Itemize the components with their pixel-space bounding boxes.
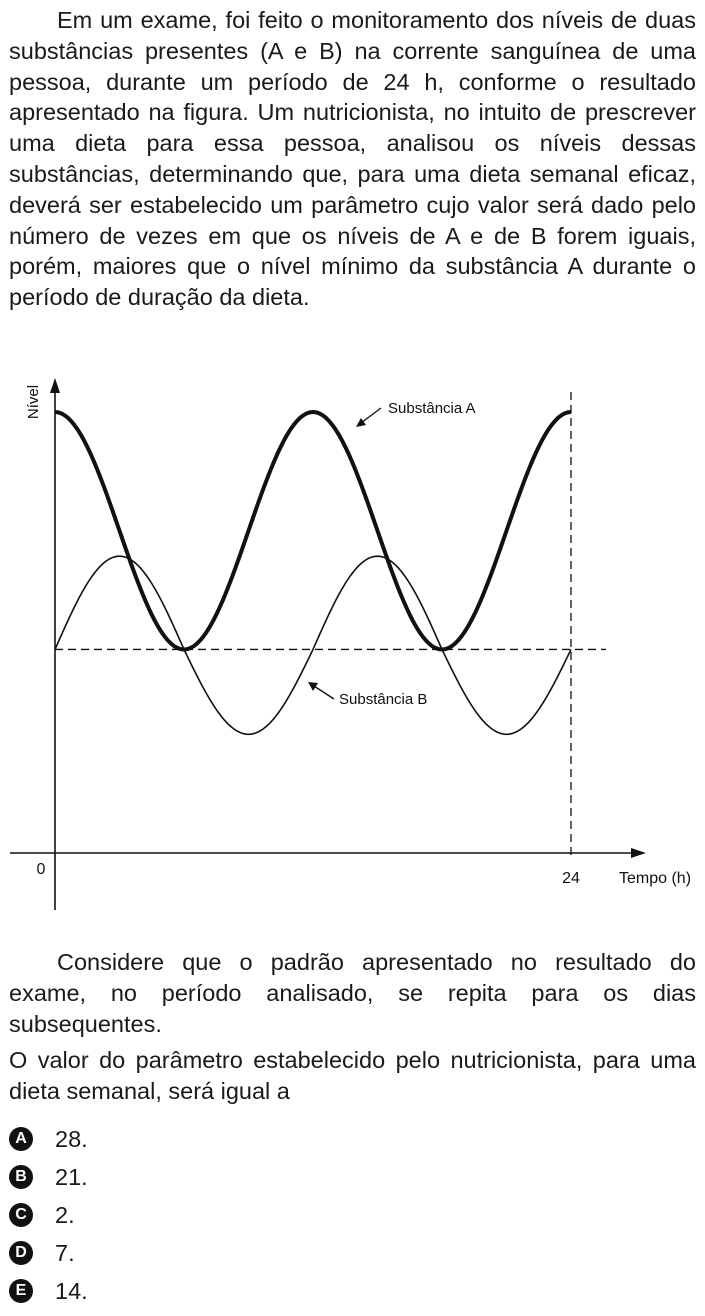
substance-b-pointer: [313, 685, 335, 700]
question-consider: Considere que o padrão apresentado no re…: [9, 949, 696, 1037]
substance-a-label: Substância A: [388, 400, 476, 417]
substance-a-pointer-head: [356, 418, 366, 427]
option-a-text: 28.: [55, 1125, 88, 1152]
y-axis-arrow: [50, 378, 60, 393]
option-e-text: 14.: [55, 1277, 88, 1304]
x-tick-label: 24: [562, 870, 580, 887]
option-a[interactable]: A 28.: [9, 1120, 88, 1158]
substance-b-line: [54, 555, 572, 736]
option-b-text: 21.: [55, 1163, 88, 1190]
option-c-text: 2.: [55, 1201, 75, 1228]
option-e[interactable]: E 14.: [9, 1272, 88, 1310]
option-d-badge: D: [9, 1241, 33, 1265]
x-axis-label: Tempo (h): [619, 870, 691, 887]
option-e-badge: E: [9, 1279, 33, 1303]
question-prompt: O valor do parâmetro estabelecido pelo n…: [9, 1047, 696, 1104]
substance-a-pointer: [360, 407, 382, 424]
x-axis-arrow: [631, 848, 646, 858]
substance-b-label: Substância B: [339, 691, 427, 708]
substance-a-line: [54, 409, 572, 652]
levels-chart: Nível Tempo (h) 0 24 Substância A Substância …: [10, 378, 691, 910]
answer-options: A 28. B 21. C 2. D 7. E 14.: [9, 1120, 88, 1310]
option-d-text: 7.: [55, 1239, 75, 1266]
option-d[interactable]: D 7.: [9, 1234, 88, 1272]
y-axis-label: Nível: [25, 385, 42, 419]
question-intro: Em um exame, foi feito o monitoramento d…: [9, 7, 696, 311]
substance-b-pointer-head: [308, 682, 318, 691]
x-tick-label: 0: [37, 861, 46, 878]
option-b[interactable]: B 21.: [9, 1158, 88, 1196]
option-a-badge: A: [9, 1127, 33, 1151]
option-c-badge: C: [9, 1203, 33, 1227]
option-c[interactable]: C 2.: [9, 1196, 88, 1234]
option-b-badge: B: [9, 1165, 33, 1189]
